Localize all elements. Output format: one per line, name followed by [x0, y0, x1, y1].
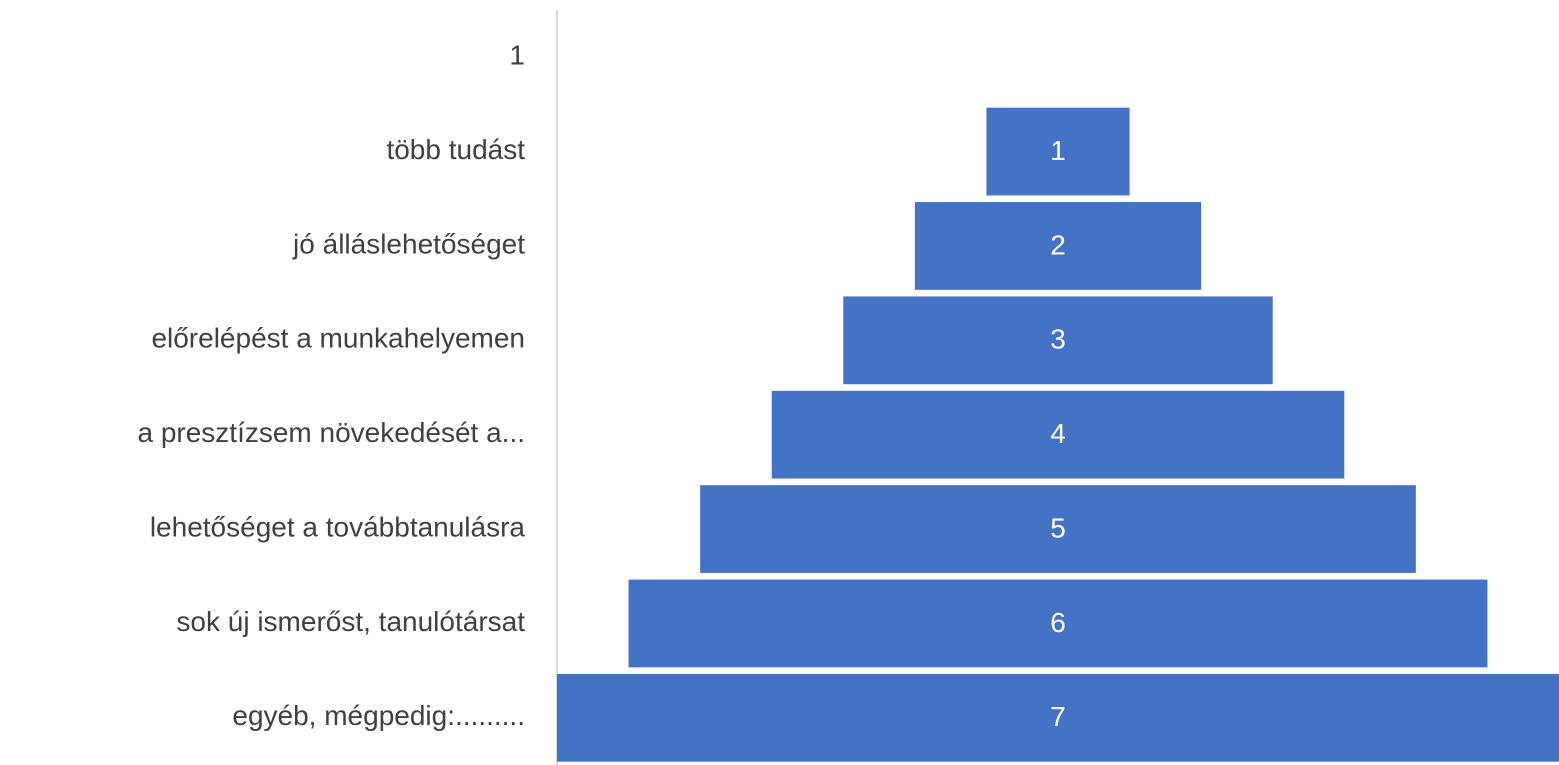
funnel-bar — [843, 296, 1273, 385]
funnel-bar — [986, 107, 1130, 196]
data-label: 4 — [1050, 418, 1066, 449]
category-label: lehetőséget a továbbtanulásra — [150, 511, 526, 542]
category-label: 1 — [509, 40, 525, 71]
category-label: előrelépést a munkahelyemen — [151, 323, 525, 354]
funnel-bar — [771, 390, 1345, 479]
funnel-bar — [700, 485, 1416, 573]
funnel-bar — [557, 673, 1559, 762]
category-label: jó álláslehetőséget — [292, 228, 525, 259]
funnel-bar — [914, 202, 1202, 290]
data-label: 3 — [1050, 324, 1066, 355]
category-label: a presztízsem növekedését a... — [137, 417, 525, 448]
data-label: 6 — [1050, 607, 1066, 638]
data-label: 5 — [1050, 512, 1066, 543]
category-label: sok új ismerőst, tanulótársat — [176, 606, 525, 637]
funnel-bar — [628, 579, 1488, 668]
category-label: több tudást — [386, 134, 525, 165]
category-label: egyéb, mégpedig:......... — [232, 700, 525, 731]
data-label: 2 — [1050, 229, 1066, 260]
data-label: 7 — [1050, 701, 1066, 732]
data-label: 1 — [1050, 135, 1066, 166]
